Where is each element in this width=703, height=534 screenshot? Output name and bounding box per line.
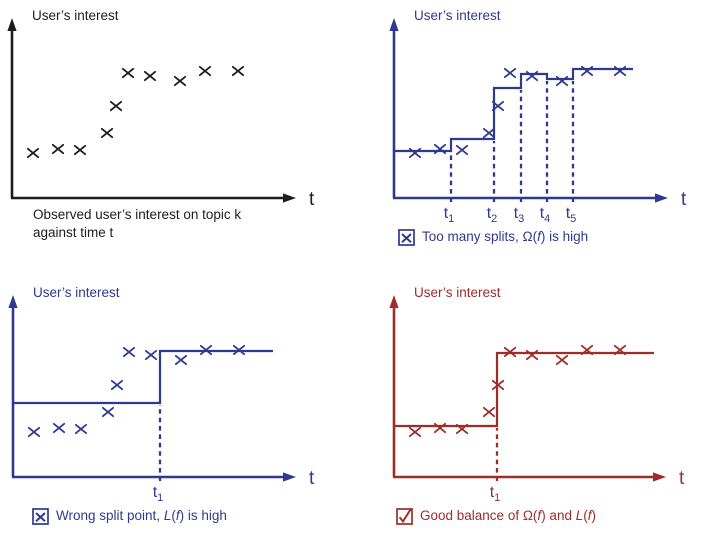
step-function-line bbox=[394, 67, 633, 153]
data-point-cross-icon bbox=[613, 65, 627, 77]
observed-chart: User’s interest t bbox=[7, 8, 315, 210]
x-axis-label: t bbox=[679, 468, 685, 489]
y-axis-title: User’s interest bbox=[32, 8, 119, 23]
split-label: t1 bbox=[153, 484, 164, 504]
data-point-cross-icon bbox=[455, 144, 469, 156]
y-axis-title: User’s interest bbox=[414, 8, 501, 23]
data-point-cross-icon bbox=[580, 344, 594, 356]
x-axis-label: t bbox=[309, 468, 315, 489]
split-label: t4 bbox=[540, 205, 551, 225]
split-label: t3 bbox=[514, 205, 525, 225]
step-function-line bbox=[13, 349, 273, 405]
data-point-cross-icon bbox=[73, 144, 87, 156]
caption-text: Wrong split point, L(f) is high bbox=[56, 508, 227, 523]
data-point-cross-icon bbox=[231, 65, 245, 77]
x-axis-label: t bbox=[681, 189, 687, 210]
data-point-cross-icon bbox=[482, 406, 496, 418]
data-point-cross-icon bbox=[482, 127, 496, 139]
panel-too-many-splits: User’s interest t t1 t2 t3 t4 t5 Too many split… bbox=[352, 0, 703, 267]
too-many-splits-chart: User’s interest t t1 t2 t3 t4 t5 bbox=[389, 8, 687, 225]
data-point-cross-icon bbox=[52, 422, 66, 434]
split-label: t2 bbox=[487, 205, 498, 225]
data-point-cross-icon bbox=[408, 147, 422, 159]
data-point-cross-icon bbox=[525, 349, 539, 361]
x-axis-arrow-icon bbox=[283, 193, 296, 203]
data-point-cross-icon bbox=[555, 354, 569, 366]
x-axis-arrow-icon bbox=[283, 472, 296, 482]
data-point-cross-icon bbox=[525, 70, 539, 82]
data-point-cross-icon bbox=[51, 143, 65, 155]
data-point-cross-icon bbox=[110, 379, 124, 391]
x-axis-label: t bbox=[309, 189, 315, 210]
split-label: t1 bbox=[490, 484, 501, 504]
data-point-cross-icon bbox=[174, 354, 188, 366]
data-point-cross-icon bbox=[27, 426, 41, 438]
wrong-split-chart: User’s interest t t1 bbox=[8, 285, 315, 504]
split-label: t1 bbox=[444, 205, 455, 225]
y-axis-title: User’s interest bbox=[414, 285, 501, 300]
data-point-cross-icon bbox=[555, 75, 569, 87]
data-point-cross-icon bbox=[122, 346, 136, 358]
data-point-cross-icon bbox=[580, 65, 594, 77]
data-point-cross-icon bbox=[199, 344, 213, 356]
y-axis-arrow-icon bbox=[389, 295, 399, 308]
wrong-split-caption: Wrong split point, L(f) is high bbox=[32, 507, 227, 525]
data-point-cross-icon bbox=[491, 100, 505, 112]
data-point-cross-icon bbox=[503, 67, 517, 79]
data-point-cross-icon bbox=[433, 422, 447, 434]
observed-caption: Observed user’s interest on topic k again… bbox=[33, 206, 241, 242]
caption-text: Observed user’s interest on topic k again… bbox=[33, 207, 242, 241]
data-point-cross-icon bbox=[408, 426, 422, 438]
data-point-cross-icon bbox=[26, 147, 40, 159]
data-point-cross-icon bbox=[198, 65, 212, 77]
data-point-cross-icon bbox=[455, 423, 469, 435]
data-point-cross-icon bbox=[232, 344, 246, 356]
data-point-cross-icon bbox=[143, 70, 157, 82]
data-point-cross-icon bbox=[433, 143, 447, 155]
panel-wrong-split: User’s interest t t1 Wrong split point, L(f… bbox=[0, 267, 351, 534]
good-balance-chart: User’s interest t t1 bbox=[389, 285, 685, 504]
box-check-icon bbox=[396, 508, 413, 525]
step-function-line bbox=[394, 351, 654, 428]
data-point-cross-icon bbox=[109, 100, 123, 112]
caption-text: Good balance of Ω(f) and L(f) bbox=[420, 508, 596, 523]
data-point-cross-icon bbox=[503, 346, 517, 358]
data-point-cross-icon bbox=[144, 349, 158, 361]
caption-text: Too many splits, Ω(f) is high bbox=[422, 229, 589, 244]
split-label: t5 bbox=[566, 205, 577, 225]
y-axis-title: User’s interest bbox=[33, 285, 120, 300]
panel-good-balance: User’s interest t t1 Good balance of Ω(f) a… bbox=[352, 267, 703, 534]
x-axis-arrow-icon bbox=[655, 193, 668, 203]
data-point-cross-icon bbox=[100, 127, 114, 139]
good-balance-caption: Good balance of Ω(f) and L(f) bbox=[396, 507, 596, 525]
data-point-cross-icon bbox=[173, 75, 187, 87]
data-point-cross-icon bbox=[491, 379, 505, 391]
data-point-cross-icon bbox=[121, 67, 135, 79]
y-axis-arrow-icon bbox=[389, 18, 399, 31]
data-point-cross-icon bbox=[74, 423, 88, 435]
too-many-splits-caption: Too many splits, Ω(f) is high bbox=[398, 228, 588, 246]
y-axis-arrow-icon bbox=[7, 18, 17, 31]
box-x-icon bbox=[398, 229, 415, 246]
y-axis-arrow-icon bbox=[8, 295, 18, 308]
data-point-cross-icon bbox=[101, 406, 115, 418]
panel-observed: User’s interest t Observed user’s interest… bbox=[0, 0, 351, 267]
x-axis-arrow-icon bbox=[653, 472, 666, 482]
box-x-icon bbox=[32, 508, 49, 525]
data-point-cross-icon bbox=[613, 344, 627, 356]
